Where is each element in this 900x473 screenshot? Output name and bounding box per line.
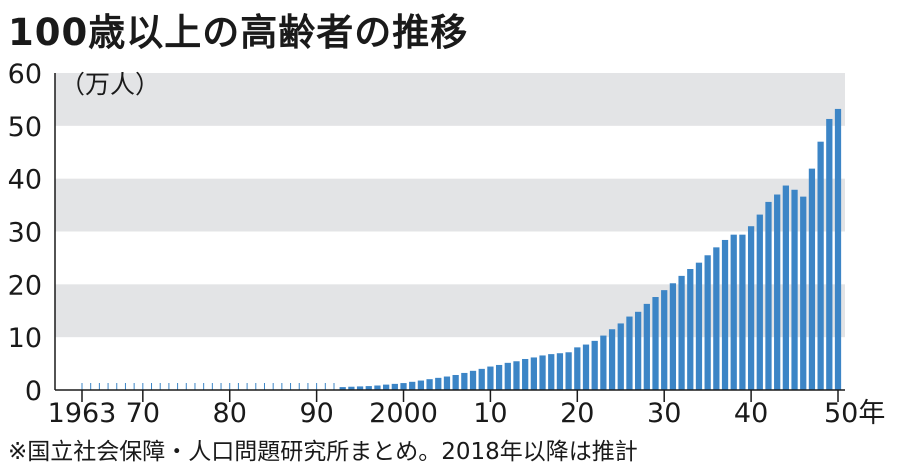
- bar: [469, 370, 477, 390]
- bar: [487, 366, 494, 390]
- bar: [400, 383, 407, 390]
- bar: [617, 323, 624, 390]
- bar: [495, 364, 503, 390]
- bar: [669, 283, 677, 390]
- bar: [739, 234, 746, 390]
- bar: [530, 357, 537, 390]
- bar: [695, 262, 703, 390]
- y-tick-label: 30: [8, 218, 42, 249]
- x-tick-label: 1963: [48, 398, 117, 429]
- bar: [800, 196, 807, 390]
- bar: [808, 168, 816, 390]
- bar: [661, 290, 668, 390]
- grid-band: [55, 73, 845, 126]
- bar: [426, 379, 433, 390]
- bar: [556, 353, 564, 390]
- y-tick-label: 20: [8, 270, 42, 301]
- bar: [643, 303, 650, 390]
- bar: [678, 275, 685, 390]
- y-tick-label: 40: [8, 165, 42, 196]
- bar: [522, 358, 529, 390]
- bar: [652, 297, 659, 390]
- bar: [513, 361, 520, 390]
- bar: [435, 377, 442, 390]
- bar: [687, 269, 694, 390]
- bar: [565, 352, 572, 390]
- bar: [756, 214, 763, 390]
- y-tick-label: 50: [8, 112, 42, 143]
- grid-band: [55, 178, 845, 232]
- bar: [548, 354, 555, 390]
- bar: [791, 189, 798, 390]
- bar: [826, 118, 833, 390]
- bar: [774, 194, 781, 390]
- bar: [461, 372, 468, 390]
- y-tick-label: 10: [8, 323, 42, 354]
- bar: [417, 380, 425, 390]
- bar: [600, 335, 607, 390]
- bar: [356, 386, 364, 390]
- y-axis-ticks: 0 10 20 30 40 50 60: [8, 59, 42, 407]
- bar: [582, 344, 590, 390]
- x-tick-label: 30: [647, 398, 681, 429]
- bar: [765, 201, 772, 390]
- bar: [713, 247, 720, 390]
- source-note: ※国立社会保障・人口問題研究所まとめ。2018年以降は推計: [8, 439, 638, 465]
- x-tick-label: 2000: [369, 398, 438, 429]
- bar: [478, 368, 485, 390]
- bar: [539, 355, 546, 390]
- x-tick-label: 80: [213, 398, 247, 429]
- bar: [834, 108, 842, 390]
- x-tick-label: 50年: [824, 398, 885, 429]
- bar: [635, 311, 642, 390]
- bar: [608, 329, 616, 390]
- x-axis-ticks: 1963 70 80 90 2000 10 20 30 40 50年: [48, 390, 885, 429]
- x-tick-label: 20: [560, 398, 594, 429]
- bar: [574, 347, 581, 390]
- bar: [339, 387, 346, 390]
- axes: [54, 73, 845, 391]
- y-tick-label: 60: [8, 59, 42, 90]
- bar: [504, 362, 511, 390]
- bar: [817, 141, 824, 390]
- y-tick-label: 0: [25, 376, 42, 407]
- bar: [365, 386, 372, 390]
- bar: [348, 386, 355, 390]
- x-tick-label: 10: [473, 398, 507, 429]
- bar: [374, 385, 381, 390]
- x-tick-label: 40: [734, 398, 768, 429]
- x-tick-label: 90: [299, 398, 333, 429]
- bar: [409, 381, 416, 390]
- bar: [730, 234, 737, 390]
- bar: [747, 226, 755, 390]
- x-tick-label: 70: [126, 398, 160, 429]
- y-axis-unit-label: （万人）: [60, 70, 160, 99]
- bar: [443, 376, 451, 390]
- bar: [391, 383, 398, 390]
- bar: [704, 255, 711, 390]
- bar: [452, 374, 459, 390]
- bar: [383, 384, 390, 390]
- bar: [782, 185, 789, 390]
- bar-series: [81, 108, 842, 390]
- chart-title: 100歳以上の高齢者の推移: [8, 11, 469, 54]
- bar: [721, 239, 729, 390]
- bar: [626, 316, 633, 390]
- bar: [591, 340, 598, 390]
